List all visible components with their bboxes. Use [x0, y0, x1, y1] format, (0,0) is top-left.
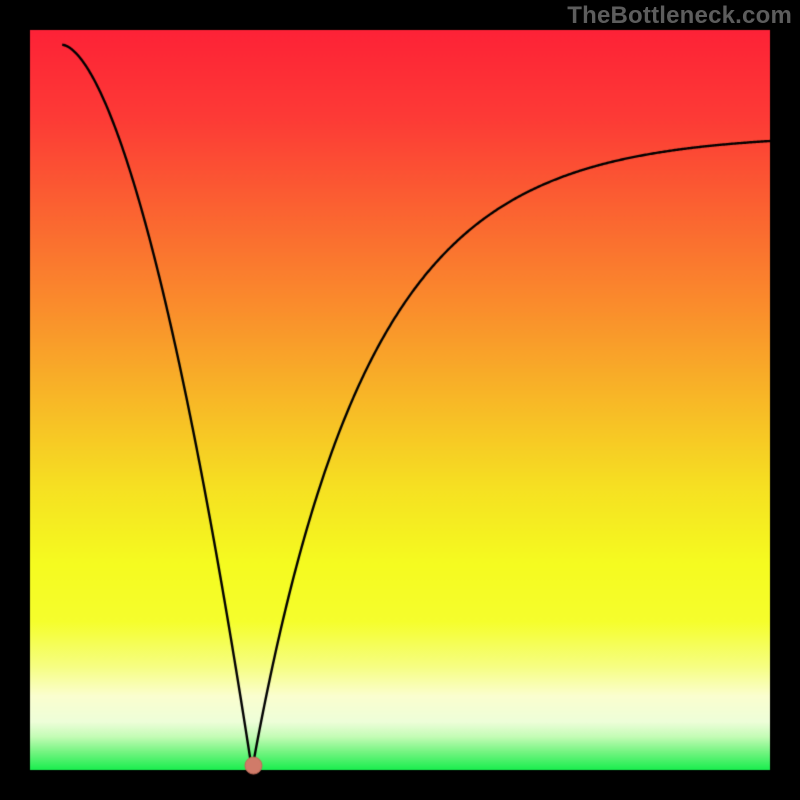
chart-stage: TheBottleneck.com — [0, 0, 800, 800]
chart-canvas — [0, 0, 800, 800]
